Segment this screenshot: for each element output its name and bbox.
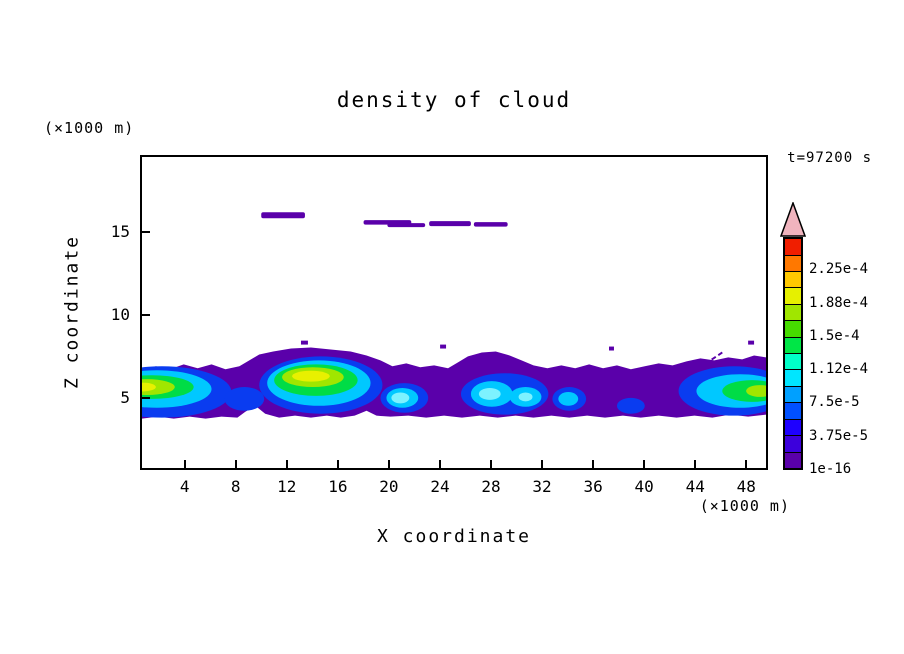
colorbar-segment bbox=[785, 239, 801, 255]
colorbar-segment bbox=[785, 270, 801, 288]
x-tick-mark bbox=[490, 460, 493, 468]
y-tick-mark bbox=[142, 230, 150, 233]
x-tick-label: 44 bbox=[685, 477, 705, 496]
x-tick-mark bbox=[592, 460, 595, 468]
x-tick-label: 4 bbox=[179, 477, 190, 496]
colorbar-segment bbox=[785, 254, 801, 271]
colorbar-segment bbox=[785, 435, 801, 452]
colorbar bbox=[783, 237, 803, 470]
x-tick-mark bbox=[541, 460, 544, 468]
colorbar-segment bbox=[785, 385, 801, 403]
y-tick-mark bbox=[142, 313, 150, 316]
colorbar-segment bbox=[785, 287, 801, 304]
colorbar-overflow-arrow bbox=[780, 202, 806, 237]
x-tick-label: 40 bbox=[634, 477, 654, 496]
x-tick-label: 16 bbox=[328, 477, 348, 496]
y-axis-title: Z coordinate bbox=[61, 234, 83, 390]
x-tick-mark bbox=[745, 460, 748, 468]
cloud-level-yellow bbox=[142, 370, 330, 392]
x-axis-title: X coordinate bbox=[376, 526, 532, 547]
x-tick-mark bbox=[438, 460, 441, 468]
x-tick-mark bbox=[694, 460, 697, 468]
y-tick-label: 15 bbox=[110, 221, 130, 241]
colorbar-segment bbox=[785, 369, 801, 386]
y-axis-unit-label: (×1000 m) bbox=[44, 119, 135, 137]
x-tick-mark bbox=[183, 460, 186, 468]
x-tick-mark bbox=[336, 460, 339, 468]
x-tick-label: 32 bbox=[532, 477, 552, 496]
y-tick-label: 10 bbox=[110, 304, 130, 324]
colorbar-segment bbox=[785, 320, 801, 337]
x-tick-label: 12 bbox=[277, 477, 297, 496]
colorbar-label: 3.75e-5 bbox=[809, 427, 869, 444]
colorbar-segment bbox=[785, 353, 801, 370]
colorbar-segment bbox=[785, 451, 801, 468]
chart-title: density of cloud bbox=[336, 88, 572, 112]
x-tick-label: 28 bbox=[481, 477, 501, 496]
colorbar-segment bbox=[785, 303, 801, 321]
x-tick-label: 8 bbox=[230, 477, 241, 496]
x-tick-label: 48 bbox=[736, 477, 756, 496]
x-tick-label: 36 bbox=[583, 477, 603, 496]
colorbar-label: 7.5e-5 bbox=[809, 394, 860, 411]
x-tick-label: 20 bbox=[379, 477, 399, 496]
x-tick-mark bbox=[643, 460, 646, 468]
x-axis-unit-label: (×1000 m) bbox=[699, 497, 790, 515]
y-tick-mark bbox=[142, 396, 150, 399]
plot-frame bbox=[140, 155, 768, 470]
colorbar-label: 1.5e-4 bbox=[809, 327, 860, 344]
colorbar-label: 2.25e-4 bbox=[809, 261, 869, 278]
colorbar-label: 1e-16 bbox=[809, 461, 852, 477]
x-tick-mark bbox=[234, 460, 237, 468]
colorbar-label: 1.88e-4 bbox=[809, 294, 869, 311]
colorbar-label: 1.12e-4 bbox=[809, 361, 869, 378]
colorbar-segment bbox=[785, 402, 801, 419]
colorbar-segment bbox=[785, 336, 801, 354]
upper-cloud-streaks bbox=[261, 212, 508, 228]
cloud-level-light-cyan bbox=[391, 388, 533, 404]
cloud-contour-plot bbox=[142, 212, 766, 419]
x-tick-mark bbox=[387, 460, 390, 468]
x-tick-mark bbox=[285, 460, 288, 468]
x-tick-label: 24 bbox=[430, 477, 450, 496]
colorbar-segment bbox=[785, 418, 801, 436]
time-annotation: t=97200 s bbox=[787, 150, 872, 166]
y-tick-label: 5 bbox=[120, 387, 130, 407]
